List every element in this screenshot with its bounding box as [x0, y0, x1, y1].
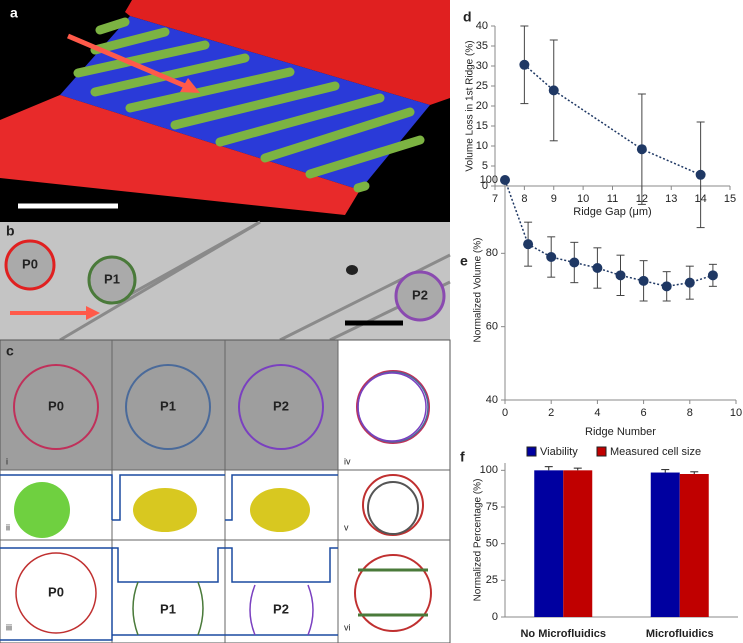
panel-label: b [6, 223, 15, 239]
data-point [592, 263, 603, 273]
cell-label: P1 [160, 601, 176, 616]
data-point [569, 257, 580, 268]
y-tick-label: 35 [476, 40, 488, 52]
y-tick-label: 40 [476, 20, 488, 32]
x-tick-label: 9 [551, 193, 557, 205]
cell-label: P2 [412, 287, 428, 302]
y-tick-label: 5 [482, 160, 488, 172]
x-tick-label: 15 [724, 193, 736, 205]
y-axis-label: Normalized Volume (%) [473, 237, 484, 342]
bar [534, 470, 564, 617]
data-point [684, 277, 695, 288]
panel-b-image [0, 220, 451, 342]
data-point [661, 281, 672, 292]
data-point [523, 239, 534, 250]
y-tick-label: 0 [492, 611, 498, 623]
y-tick-label: 75 [486, 501, 498, 513]
panel-label: a [10, 5, 18, 21]
row-label: vi [344, 622, 351, 632]
row-label: iv [344, 456, 351, 466]
trend-line [523, 64, 701, 176]
data-point [500, 175, 510, 185]
panel-label: c [6, 343, 14, 359]
cell-label: P1 [104, 271, 120, 286]
cell-label: P0 [48, 584, 64, 599]
data-point [707, 270, 718, 281]
x-tick-label: 11 [607, 193, 618, 205]
data-point [546, 252, 557, 262]
cell-label: P0 [48, 398, 64, 413]
legend-swatch [596, 446, 607, 457]
row-label: v [344, 522, 349, 532]
panel-label: e [460, 253, 468, 269]
x-tick-label: 0 [502, 407, 508, 419]
y-tick-label: 50 [486, 538, 498, 550]
bar [650, 472, 680, 617]
cell-label: P0 [22, 256, 38, 271]
y-axis-label: Volume Loss in 1st Ridge (%) [465, 40, 476, 171]
x-tick-label: 13 [665, 193, 677, 205]
cell-label: P1 [160, 398, 176, 413]
data-point [695, 169, 706, 180]
x-tick-label: 4 [594, 407, 600, 419]
panel-a-image [0, 0, 450, 222]
trend-line [504, 179, 714, 288]
y-tick-label: 25 [476, 80, 488, 92]
data-point [638, 275, 649, 286]
data-point [615, 270, 626, 281]
legend-label: Measured cell size [610, 446, 701, 458]
cell-label: P2 [273, 601, 289, 616]
panel-label: f [460, 449, 465, 465]
bar [679, 474, 709, 617]
y-tick-label: 0 [482, 180, 488, 192]
x-axis-label: Ridge Gap (μm) [573, 206, 651, 218]
y-tick-label: 20 [476, 100, 488, 112]
x-tick-label: 2 [548, 407, 554, 419]
row-label: ii [6, 522, 10, 532]
x-tick-label: 8 [521, 193, 527, 205]
legend-label: Viability [540, 446, 578, 458]
x-tick-label: 6 [641, 407, 647, 419]
x-axis-label: Ridge Number [585, 426, 656, 438]
legend-swatch [526, 446, 537, 457]
x-tick-label: 10 [577, 193, 589, 205]
x-tick-label: 7 [492, 193, 498, 205]
y-tick-label: 60 [486, 321, 498, 333]
y-tick-label: 100 [480, 464, 498, 476]
x-tick-label: 10 [730, 407, 742, 419]
x-tick-label: 8 [687, 407, 693, 419]
data-point [519, 59, 530, 70]
y-tick-label: 80 [486, 247, 498, 259]
row-label: iii [6, 622, 12, 632]
row-label: i [6, 456, 8, 466]
data-point [636, 144, 647, 155]
cell-label: P2 [273, 398, 289, 413]
data-point [548, 85, 559, 96]
x-tick-label: Microfluidics [646, 628, 714, 640]
y-tick-label: 40 [486, 394, 498, 406]
y-tick-label: 10 [476, 140, 488, 152]
y-tick-label: 100 [480, 174, 498, 186]
panel-label: d [463, 9, 472, 25]
bar [563, 470, 593, 617]
y-tick-label: 15 [476, 120, 488, 132]
y-axis-label: Normalized Percentage (%) [473, 479, 484, 602]
y-tick-label: 25 [486, 574, 498, 586]
y-tick-label: 30 [476, 60, 488, 72]
x-tick-label: No Microfluidics [520, 628, 606, 640]
panel-c-image [0, 339, 451, 643]
